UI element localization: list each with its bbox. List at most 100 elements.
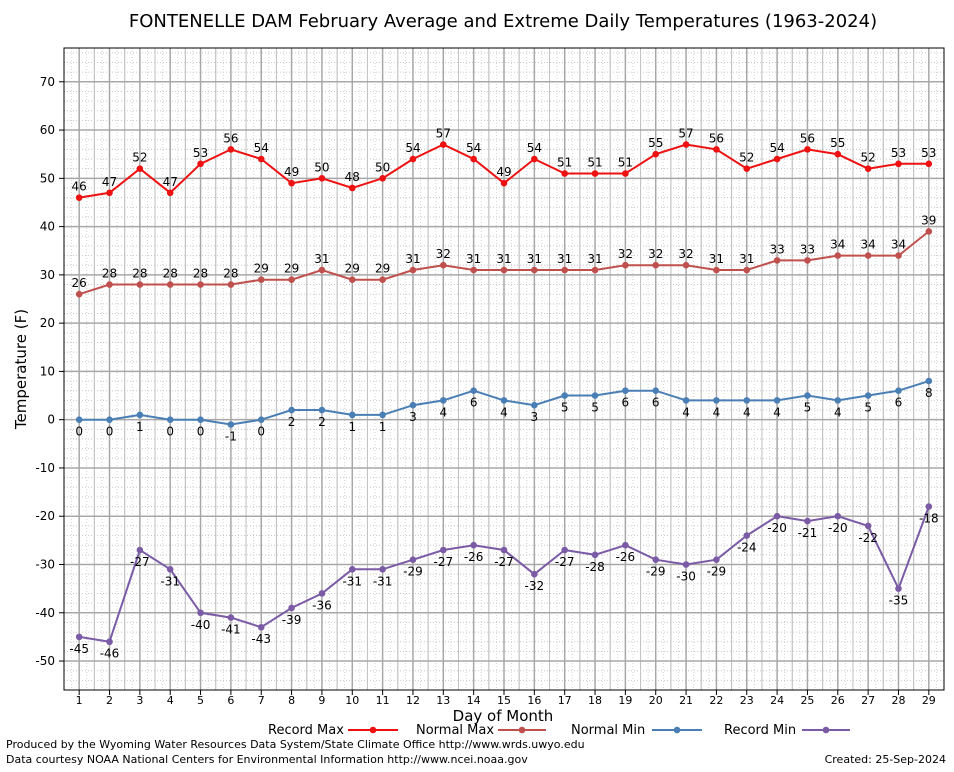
- data-point-normal-min: [713, 397, 720, 404]
- data-label-normal-min: 4: [773, 405, 781, 419]
- data-point-record-max: [561, 170, 568, 177]
- data-point-record-min: [318, 590, 326, 597]
- x-tick-label: 2: [106, 694, 113, 707]
- data-label-record-min: -30: [676, 569, 696, 583]
- data-point-record-min: [561, 546, 568, 554]
- data-label-normal-max: 29: [345, 262, 360, 276]
- y-tick-label: -20: [35, 509, 55, 523]
- x-tick-label: 11: [376, 694, 390, 707]
- data-label-record-max: 52: [860, 151, 875, 165]
- data-label-normal-min: 2: [318, 415, 326, 429]
- data-point-normal-max: [379, 276, 386, 283]
- data-label-record-min: -27: [130, 555, 150, 569]
- grid-layer: [64, 48, 944, 690]
- data-label-normal-max: 28: [102, 267, 117, 281]
- data-label-record-min: -26: [616, 550, 636, 564]
- data-point-record-min: [622, 541, 629, 549]
- data-point-record-max: [925, 160, 933, 168]
- data-label-record-max: 56: [709, 131, 724, 145]
- data-point-normal-max: [834, 252, 842, 259]
- data-label-normal-min: 4: [713, 405, 721, 419]
- data-label-normal-max: 29: [254, 262, 269, 276]
- data-point-normal-max: [773, 257, 781, 264]
- x-axis-label: Day of Month: [453, 707, 554, 725]
- data-point-record-min: [227, 614, 235, 621]
- x-tick-label: 26: [831, 694, 845, 707]
- data-point-record-min: [379, 566, 386, 573]
- data-label-record-min: -27: [494, 555, 514, 569]
- data-point-normal-max: [713, 266, 720, 274]
- x-tick-label: 14: [467, 694, 481, 707]
- data-point-record-min: [500, 546, 508, 554]
- data-label-normal-min: 3: [531, 410, 539, 424]
- data-label-record-min: -31: [160, 574, 180, 588]
- data-point-record-min: [288, 604, 295, 612]
- data-point-normal-max: [864, 252, 872, 259]
- data-point-normal-min: [379, 411, 386, 419]
- data-label-record-min: -18: [919, 512, 939, 526]
- data-point-normal-min: [288, 406, 295, 414]
- data-label-record-min: -45: [69, 642, 89, 656]
- legend-marker-record-min: [822, 726, 830, 734]
- x-tick-label: 8: [288, 694, 295, 707]
- data-point-normal-max: [531, 266, 538, 274]
- y-tick-label: 50: [40, 171, 55, 185]
- data-point-normal-max: [804, 257, 811, 264]
- data-label-normal-min: 5: [561, 401, 569, 415]
- data-point-record-min: [591, 551, 599, 559]
- data-label-normal-max: 26: [72, 276, 87, 290]
- data-point-normal-min: [227, 421, 235, 428]
- data-label-record-max: 49: [496, 165, 511, 179]
- data-point-normal-min: [257, 416, 265, 423]
- x-tick-label: 20: [649, 694, 663, 707]
- data-label-record-max: 50: [375, 160, 390, 174]
- data-point-record-max: [106, 189, 113, 197]
- data-point-normal-max: [895, 252, 902, 259]
- data-label-record-min: -20: [828, 521, 848, 535]
- x-tick-label: 16: [527, 694, 541, 707]
- data-label-normal-max: 28: [132, 267, 147, 281]
- data-label-normal-min: 6: [895, 396, 903, 410]
- x-tick-label: 21: [679, 694, 693, 707]
- data-point-record-min: [652, 556, 660, 563]
- x-tick-label: 29: [922, 694, 936, 707]
- y-tick-label: 30: [40, 268, 55, 282]
- data-label-record-max: 47: [102, 175, 117, 189]
- data-point-normal-max: [409, 266, 417, 274]
- data-label-normal-max: 31: [527, 252, 542, 266]
- data-point-normal-max: [197, 281, 204, 288]
- data-label-record-min: -26: [464, 550, 484, 564]
- data-label-normal-max: 33: [769, 242, 784, 256]
- data-label-record-max: 54: [254, 141, 269, 155]
- y-tick-label: 10: [40, 364, 55, 378]
- data-label-record-max: 56: [800, 131, 815, 145]
- data-label-record-min: -29: [403, 565, 423, 579]
- data-label-record-max: 46: [72, 180, 87, 194]
- data-point-normal-min: [561, 392, 568, 399]
- data-point-normal-max: [257, 276, 265, 283]
- data-label-normal-min: 4: [682, 405, 690, 419]
- data-point-record-max: [531, 155, 538, 163]
- data-point-normal-max: [925, 228, 933, 235]
- data-point-record-max: [136, 165, 144, 172]
- data-point-record-min: [925, 503, 933, 510]
- data-label-record-max: 52: [132, 151, 147, 165]
- data-label-record-min: -40: [191, 618, 211, 632]
- data-label-normal-max: 39: [921, 213, 936, 227]
- data-point-record-min: [682, 561, 690, 568]
- data-label-record-max: 51: [587, 156, 602, 170]
- data-label-record-min: -41: [221, 623, 241, 637]
- data-point-normal-max: [75, 290, 83, 298]
- data-point-normal-min: [622, 387, 629, 395]
- data-point-normal-min: [682, 397, 690, 404]
- data-point-record-min: [743, 532, 751, 539]
- x-tick-label: 6: [227, 694, 234, 707]
- data-label-normal-max: 29: [284, 262, 299, 276]
- data-label-normal-min: 4: [834, 405, 842, 419]
- data-point-record-min: [409, 556, 417, 563]
- x-tick-label: 12: [406, 694, 420, 707]
- data-point-normal-max: [561, 266, 568, 274]
